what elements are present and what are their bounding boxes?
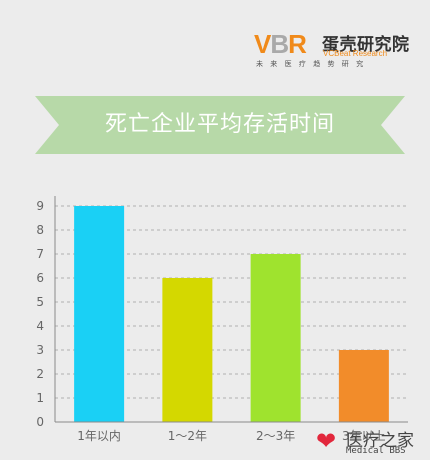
y-tick-label-3: 3 <box>36 343 44 357</box>
x-tick-label-1: 1年以内 <box>77 429 121 443</box>
watermark-name-en: Medical BBS <box>346 446 406 456</box>
brand-tagline: 未来医疗趋势研究 <box>256 60 371 68</box>
x-tick-label-4: 3年以上 <box>342 429 386 443</box>
title-banner: 死亡企业平均存活时间 <box>35 96 405 154</box>
bar-2 <box>162 278 213 422</box>
watermark-name-cn: 医疗之家 <box>346 431 414 451</box>
y-tick-label-5: 5 <box>36 295 44 309</box>
x-tick-label-3: 2～3年 <box>256 429 295 443</box>
watermark: ❤ 医疗之家 Medical BBS <box>316 426 426 460</box>
bar-1 <box>74 206 125 422</box>
bar-3 <box>250 254 301 422</box>
brand-logo-mark: VBR <box>254 29 307 59</box>
ribbon-shape <box>35 96 405 154</box>
y-tick-label-7: 7 <box>36 247 44 261</box>
heart-pulse-icon: ❤ <box>316 427 337 455</box>
brand-name-en: VCBeat Research <box>323 49 388 58</box>
x-tick-label-2: 1～2年 <box>168 429 207 443</box>
brand-name-cn: 蛋壳研究院 <box>322 35 410 55</box>
chart-title: 死亡企业平均存活时间 <box>104 112 335 137</box>
y-tick-label-9: 9 <box>36 199 44 213</box>
y-tick-label-1: 1 <box>36 391 44 405</box>
y-tick-label-4: 4 <box>36 319 44 333</box>
y-tick-label-6: 6 <box>36 271 44 285</box>
brand-logo: VBR 蛋壳研究院 VCBeat Research 未来医疗趋势研究 <box>248 22 413 72</box>
y-tick-label-0: 0 <box>36 415 44 429</box>
y-tick-label-8: 8 <box>36 223 44 237</box>
bar-4 <box>338 350 389 422</box>
y-tick-label-2: 2 <box>36 367 44 381</box>
